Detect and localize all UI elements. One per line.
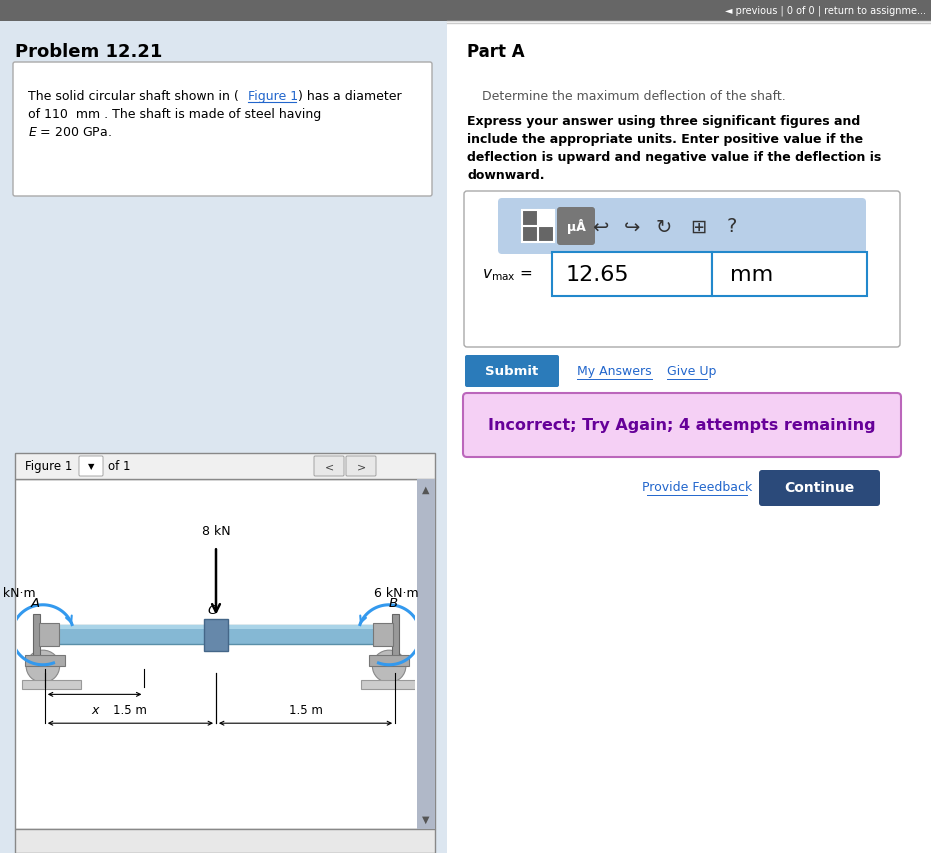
Text: of 110  mm . The shaft is made of steel having: of 110 mm . The shaft is made of steel h… [28, 107, 321, 121]
FancyBboxPatch shape [346, 456, 376, 477]
Bar [15, 479, 435, 829]
Text: B: B [388, 596, 398, 609]
Text: Express your answer using three significant figures and: Express your answer using three signific… [467, 115, 860, 128]
Bar [33, 614, 40, 656]
Text: x: x [91, 703, 99, 716]
Text: downward.: downward. [467, 169, 545, 182]
Text: My Answers: My Answers [577, 365, 652, 378]
Text: Continue: Continue [784, 480, 854, 495]
Bar [539, 212, 553, 226]
Text: Provide Feedback: Provide Feedback [641, 481, 752, 494]
Text: Give Up: Give Up [667, 365, 716, 378]
Circle shape [372, 650, 406, 682]
FancyBboxPatch shape [465, 356, 559, 387]
Text: ▲: ▲ [423, 485, 430, 495]
FancyBboxPatch shape [13, 63, 432, 197]
FancyBboxPatch shape [314, 456, 344, 477]
Text: mm: mm [730, 264, 774, 285]
Text: ⊞: ⊞ [690, 218, 707, 236]
Text: 6 kN·m: 6 kN·m [374, 586, 419, 600]
Text: Submit: Submit [485, 365, 539, 378]
Text: deflection is upward and negative value if the deflection is: deflection is upward and negative value … [467, 151, 882, 164]
Text: A: A [31, 596, 39, 609]
Bar [57, 625, 375, 645]
Bar [712, 252, 867, 297]
Bar [370, 655, 409, 666]
Bar [0, 0, 931, 22]
Text: C: C [208, 603, 217, 616]
Circle shape [26, 650, 60, 682]
Text: 8 kN: 8 kN [202, 524, 230, 537]
Bar [447, 0, 931, 853]
Text: The solid circular shaft shown in (: The solid circular shaft shown in ( [28, 90, 238, 103]
Text: μÅ: μÅ [567, 219, 586, 235]
Text: Determine the maximum deflection of the shaft.: Determine the maximum deflection of the … [482, 90, 786, 103]
Text: ↪: ↪ [624, 218, 641, 236]
Text: <: < [324, 461, 333, 472]
Bar [392, 614, 399, 656]
Text: ↻: ↻ [655, 218, 672, 236]
Text: ◄ previous | 0 of 0 | return to assignme...: ◄ previous | 0 of 0 | return to assignme… [725, 6, 926, 16]
Text: ?: ? [727, 218, 737, 236]
Bar [15, 829, 435, 853]
FancyBboxPatch shape [464, 192, 900, 347]
FancyBboxPatch shape [557, 208, 595, 246]
Text: >: > [357, 461, 366, 472]
Bar [361, 681, 421, 688]
Text: ▼: ▼ [88, 462, 94, 471]
Text: include the appropriate units. Enter positive value if the: include the appropriate units. Enter pos… [467, 133, 863, 146]
Text: 6 kN·m: 6 kN·m [0, 586, 35, 600]
Text: Part A: Part A [467, 43, 525, 61]
Text: 12.65: 12.65 [566, 264, 629, 285]
Bar [0, 0, 447, 853]
Bar [25, 655, 65, 666]
Bar [57, 625, 375, 630]
Text: $E$ = 200 GPa.: $E$ = 200 GPa. [28, 126, 112, 139]
Text: 1.5 m: 1.5 m [289, 704, 322, 717]
Bar [39, 624, 59, 647]
Bar [204, 619, 228, 651]
FancyBboxPatch shape [79, 456, 103, 477]
FancyBboxPatch shape [498, 199, 866, 255]
Text: ↩: ↩ [592, 218, 608, 236]
FancyBboxPatch shape [759, 471, 880, 507]
Text: Figure 1: Figure 1 [248, 90, 298, 103]
Bar [417, 479, 435, 829]
Bar [522, 211, 554, 243]
Text: $v_{\rm max}$ =: $v_{\rm max}$ = [482, 267, 533, 282]
Text: of 1: of 1 [108, 460, 130, 473]
Text: Problem 12.21: Problem 12.21 [15, 43, 162, 61]
Text: Incorrect; Try Again; 4 attempts remaining: Incorrect; Try Again; 4 attempts remaini… [488, 418, 876, 433]
Text: ) has a diameter: ) has a diameter [298, 90, 401, 103]
Bar [373, 624, 393, 647]
Text: Figure 1: Figure 1 [25, 460, 73, 473]
Text: 1.5 m: 1.5 m [114, 704, 147, 717]
Text: ▼: ▼ [423, 814, 430, 824]
Bar [552, 252, 712, 297]
FancyBboxPatch shape [463, 393, 901, 457]
Bar [21, 681, 82, 688]
Bar [15, 454, 435, 479]
